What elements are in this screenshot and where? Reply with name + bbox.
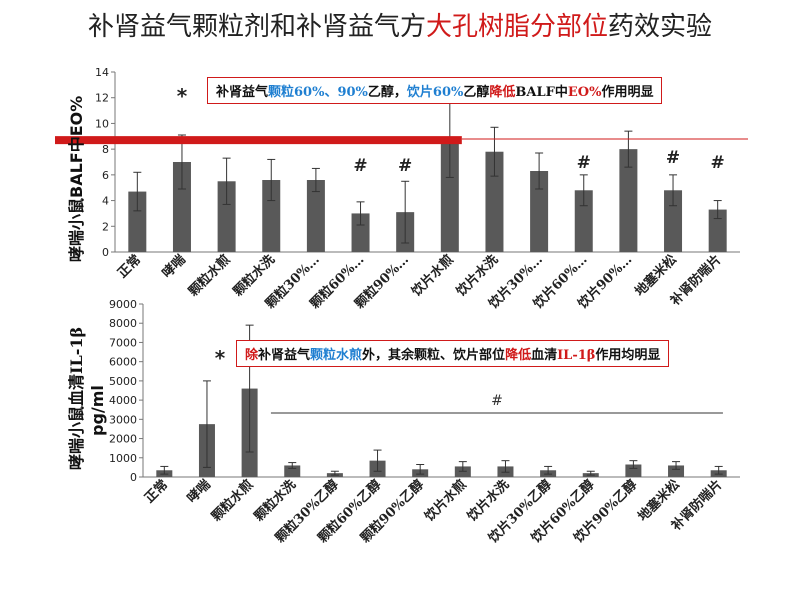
callout-bottom-text: 除 <box>245 348 259 363</box>
callout-top-text: 补肾益气 <box>216 85 269 100</box>
callout-bottom-text: 作用均明显 <box>595 348 661 363</box>
eo-bar <box>664 190 683 252</box>
il1b-y-tick-label: 3000 <box>109 413 137 426</box>
eo-y-tick-label: 0 <box>102 246 109 259</box>
title-part1: 补肾益气颗粒剂和补肾益气方 <box>87 12 426 42</box>
eo-x-tick-label: 正常 <box>114 252 144 282</box>
il1b-bar <box>625 464 642 477</box>
il1b-x-tick-label: 颗粒水煎 <box>208 477 256 525</box>
eo-chart-callout: 补肾益气颗粒60%、90%乙醇，饮片60%乙醇降低BALF中EO%作用明显 <box>207 77 663 104</box>
callout-bottom-text: IL-1β <box>557 348 596 363</box>
eo-y-tick-label: 2 <box>102 220 109 233</box>
eo-significance-mark: # <box>353 156 367 176</box>
eo-y-tick-label: 12 <box>95 92 109 105</box>
callout-top-text: 饮片60% <box>406 85 464 100</box>
eo-bar <box>351 213 370 252</box>
il1b-y-tick-label: 5000 <box>109 375 137 388</box>
il1b-y-tick-label: 1000 <box>109 452 137 465</box>
il1b-y-tick-label: 8000 <box>109 317 137 330</box>
il1b-significance-mark: # <box>491 393 503 409</box>
eo-bar <box>172 162 191 252</box>
callout-bottom-text: 降低 <box>505 348 532 363</box>
eo-y-tick-label: 8 <box>102 143 109 156</box>
il1b-y-tick-label: 7000 <box>109 336 137 349</box>
title-highlight: 大孔树脂分部位 <box>425 12 608 42</box>
callout-bottom-text: 外，其余颗粒、饮片部位 <box>362 348 506 363</box>
callout-top-text: 乙醇， <box>367 85 407 100</box>
callout-top-text: 乙醇 <box>463 85 490 100</box>
callout-top-text: 降低 <box>489 85 516 100</box>
callout-top-text: EO% <box>567 85 602 100</box>
eo-y-tick-label: 4 <box>102 195 109 208</box>
il1b-chart-callout: 除补肾益气颗粒水煎外，其余颗粒、饮片部位降低血清IL-1β作用均明显 <box>236 340 670 367</box>
callout-bottom-text: 血清 <box>531 348 558 363</box>
eo-x-tick-label: 饮片水煎 <box>408 252 457 301</box>
eo-bar <box>262 180 281 252</box>
il1b-significance-mark: * <box>215 346 226 370</box>
page-title: 补肾益气颗粒剂和补肾益气方大孔树脂分部位药效实验 <box>0 6 800 43</box>
eo-y-tick-label: 6 <box>102 169 109 182</box>
callout-bottom-text: 补肾益气 <box>258 348 311 363</box>
eo-bar <box>574 190 593 252</box>
il1b-bar <box>668 465 685 477</box>
eo-significance-mark: # <box>666 148 680 168</box>
il1b-x-tick-label: 正常 <box>141 477 171 507</box>
il1b-bar <box>284 465 301 477</box>
callout-top-text: BALF中 <box>515 85 568 100</box>
eo-x-tick-label: 颗粒水煎 <box>185 252 233 300</box>
eo-bar <box>530 171 549 252</box>
il1b-chart: 0 1000 2000 3000 4000 5000 6000 7000 8000 9000 正常哮… <box>109 298 740 547</box>
eo-significance-mark: # <box>398 156 412 176</box>
il1b-chart-ylabel: 哮喘小鼠血清IL-1β <box>67 326 86 470</box>
callout-top-text: 作用明显 <box>601 85 654 100</box>
eo-bar <box>306 180 325 252</box>
eo-bar <box>485 151 504 252</box>
eo-bar <box>128 191 147 252</box>
title-part2: 药效实验 <box>608 12 713 42</box>
eo-bar <box>708 209 727 252</box>
il1b-chart-ylabel-unit: pg/ml <box>88 385 107 436</box>
eo-significance-mark: # <box>711 153 725 173</box>
il1b-x-tick-label: 哮喘 <box>184 477 214 507</box>
il1b-y-tick-label: 4000 <box>109 394 137 407</box>
il1b-y-tick-label: 6000 <box>109 356 137 369</box>
eo-x-tick-label: 哮喘 <box>159 252 189 282</box>
il1b-y-tick-label: 9000 <box>109 298 137 311</box>
eo-y-tick-label: 14 <box>95 66 109 79</box>
eo-significance-mark: * <box>177 84 188 108</box>
callout-bottom-text: 颗粒水煎 <box>310 348 363 363</box>
eo-bar <box>440 140 459 252</box>
il1b-y-tick-label: 0 <box>130 471 137 484</box>
il1b-y-tick-label: 2000 <box>109 433 137 446</box>
eo-bar <box>217 181 236 252</box>
eo-y-tick-label: 10 <box>95 117 109 130</box>
il1b-x-tick-label: 饮片水煎 <box>421 477 470 526</box>
callout-top-text: 颗粒60%、90% <box>268 85 368 100</box>
eo-chart-ylabel: 哮喘小鼠BALF中EO% <box>67 95 86 262</box>
eo-bar <box>619 149 638 252</box>
eo-significance-mark: # <box>577 153 591 173</box>
